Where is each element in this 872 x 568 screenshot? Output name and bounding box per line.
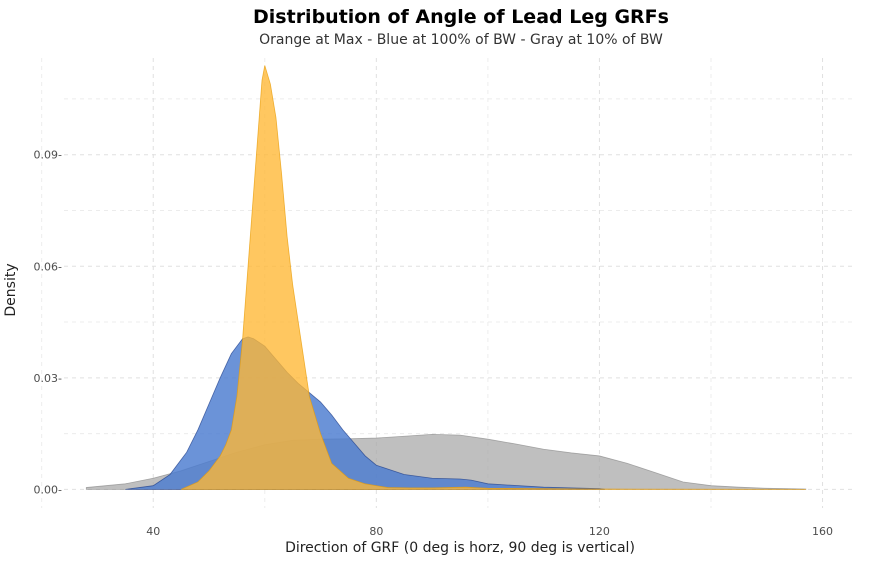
y-tick-label: 0.09- [34,149,62,162]
density-area-3 [180,65,806,490]
y-tick-label: 0.03- [34,372,62,385]
x-tick-label: 40 [146,525,160,538]
x-tick-label: 160 [812,525,833,538]
x-tick-label: 120 [589,525,610,538]
x-axis-label: Direction of GRF (0 deg is horz, 90 deg … [285,540,635,556]
y-tick-label: 0.00- [34,483,62,496]
x-tick-label: 80 [369,525,383,538]
chart-subtitle: Orange at Max - Blue at 100% of BW - Gra… [259,32,663,48]
chart-title: Distribution of Angle of Lead Leg GRFs [253,6,669,28]
y-tick-label: 0.06- [34,260,62,273]
